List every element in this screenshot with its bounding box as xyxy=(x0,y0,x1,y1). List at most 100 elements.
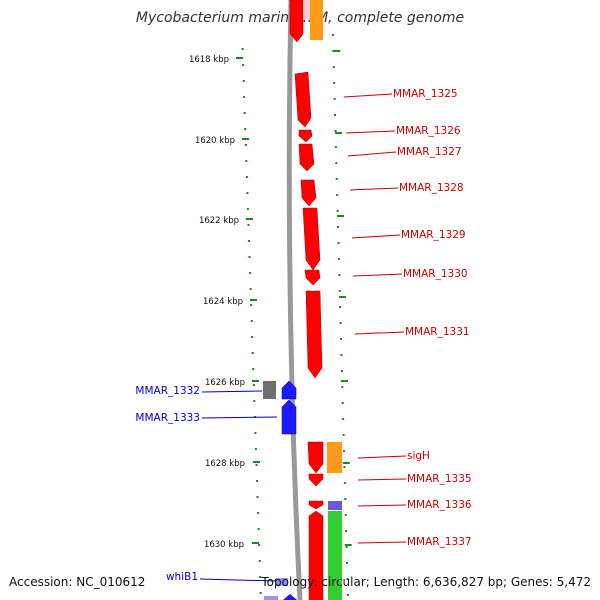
gene-label-whib1[interactable]: whiB1 xyxy=(166,571,198,583)
gene-whib1-bottom-blue[interactable] xyxy=(283,594,297,600)
scale-label-1628: 1628 kbp xyxy=(205,459,245,469)
tick-dot-right xyxy=(340,338,342,340)
tick-dot-left xyxy=(254,448,257,450)
tick-mark-right xyxy=(340,380,348,382)
leader-mmar-1331 xyxy=(354,331,405,335)
tick-dot-right xyxy=(337,242,340,244)
summary-text: Topology: circular; Length: 6,636,827 bp… xyxy=(261,575,591,589)
tick-dot-right xyxy=(336,210,339,212)
tick-dot-right xyxy=(331,34,334,36)
leader-mmar-1326 xyxy=(345,130,396,134)
gene-label-mmar-1327[interactable]: MMAR_1327 xyxy=(397,146,462,158)
tick-dot-left xyxy=(244,128,247,130)
tick-dot-left xyxy=(248,256,251,258)
tick-dot-right xyxy=(338,274,341,276)
tick-dot-left xyxy=(241,48,244,50)
gene-mmar-1328[interactable] xyxy=(300,179,317,207)
gene-label-mmar-1330[interactable]: MMAR_1330 xyxy=(403,268,468,280)
scale-mark-1630 xyxy=(252,542,259,544)
tick-dot-left xyxy=(245,176,248,178)
tick-mark-right xyxy=(335,132,343,134)
gene-mmar-1335[interactable] xyxy=(308,473,324,487)
gene-mmar-1330[interactable] xyxy=(304,269,321,286)
tick-mark-right xyxy=(344,544,352,546)
leader-mmar-1327 xyxy=(347,151,397,157)
tick-dot-right xyxy=(341,402,344,404)
tick-dot-left xyxy=(250,304,253,306)
gene-label-sigh[interactable]: sigH xyxy=(407,450,430,462)
tick-dot-right xyxy=(336,194,339,196)
gene-label-mmar-1333[interactable]: MMAR_1333 xyxy=(135,412,200,424)
leader-mmar-1325 xyxy=(343,93,393,98)
tick-dot-right xyxy=(334,130,337,132)
gene-sigh-red[interactable] xyxy=(307,441,324,474)
tick-dot-right xyxy=(339,322,342,324)
gene-mmar-1332[interactable] xyxy=(281,380,297,400)
tick-dot-left xyxy=(259,576,262,578)
accession-text: Accession: NC_010612 xyxy=(9,575,146,589)
scale-labels: 1618 kbp 1620 kbp 1622 kbp 1624 kbp 1626… xyxy=(189,55,260,550)
tick-mark-right xyxy=(338,296,346,298)
tick-dot-left xyxy=(252,384,255,386)
tick-dot-right xyxy=(342,434,345,436)
tick-dot-left xyxy=(250,320,253,322)
gene-sigh[interactable] xyxy=(327,442,342,473)
tick-dot-right xyxy=(343,482,346,484)
tick-dot-left xyxy=(249,288,252,290)
tick-dot-left xyxy=(256,480,258,482)
tick-dot-right xyxy=(346,594,349,596)
gene-top-orange[interactable] xyxy=(310,0,323,40)
tick-dot-left xyxy=(257,512,260,514)
tick-dot-left xyxy=(246,192,249,194)
gene-mmar-1332-gray[interactable] xyxy=(263,381,276,399)
gene-mmar-1329[interactable] xyxy=(302,207,321,271)
gene-mmar-1327[interactable] xyxy=(298,143,315,172)
leader-mmar-1328 xyxy=(349,187,399,191)
gene-label-mmar-1329[interactable]: MMAR_1329 xyxy=(401,229,466,241)
scale-tick-dots xyxy=(241,34,352,596)
tick-dot-left xyxy=(252,368,255,370)
tick-dot-right xyxy=(333,98,336,100)
gene-label-mmar-1332[interactable]: MMAR_1332 xyxy=(135,385,200,397)
gene-label-mmar-1335[interactable]: MMAR_1335 xyxy=(407,473,472,485)
gene-mmar-1325[interactable] xyxy=(294,71,312,128)
gene-whib1[interactable] xyxy=(276,578,288,586)
tick-dot-right xyxy=(343,466,346,468)
tick-dot-left xyxy=(243,112,246,114)
tick-dot-left xyxy=(258,560,261,562)
tick-dot-right xyxy=(333,82,336,84)
gene-features xyxy=(263,0,342,600)
genome-backbone xyxy=(286,0,303,600)
tick-dot-right xyxy=(345,546,348,548)
gene-whib1-bottom-purple[interactable] xyxy=(264,596,278,600)
gene-label-mmar-1328[interactable]: MMAR_1328 xyxy=(399,182,464,194)
gene-mmar-1326[interactable] xyxy=(298,129,313,143)
gene-label-mmar-1325[interactable]: MMAR_1325 xyxy=(393,88,458,100)
gene-mmar-1333[interactable] xyxy=(281,399,297,435)
tick-dot-right xyxy=(344,514,347,516)
gene-label-mmar-1337[interactable]: MMAR_1337 xyxy=(407,536,472,548)
gene-mmar-1337[interactable] xyxy=(308,510,324,600)
gene-mmar-1337-green[interactable] xyxy=(328,511,342,600)
gene-top-red[interactable] xyxy=(289,0,304,43)
tick-mark-right xyxy=(333,50,341,52)
scale-mark-1620 xyxy=(242,138,249,140)
gene-label-mmar-1331[interactable]: MMAR_1331 xyxy=(405,326,470,338)
tick-dot-right xyxy=(337,258,340,260)
gene-mmar-1336[interactable] xyxy=(328,501,342,510)
gene-mmar-1336-red[interactable] xyxy=(308,500,324,510)
leader-sigh xyxy=(357,455,407,459)
gene-label-leaders xyxy=(199,93,407,582)
scale-label-1630: 1630 kbp xyxy=(204,540,244,550)
leader-mmar-1337 xyxy=(357,541,407,544)
tick-dot-right xyxy=(332,66,335,68)
scale-mark-1626 xyxy=(252,380,259,382)
scale-mark-1628 xyxy=(253,461,260,463)
gene-top-pink[interactable] xyxy=(303,0,310,20)
tick-dot-left xyxy=(255,464,258,466)
tick-dot-left xyxy=(244,144,247,146)
gene-label-mmar-1336[interactable]: MMAR_1336 xyxy=(407,499,472,511)
gene-label-mmar-1326[interactable]: MMAR_1326 xyxy=(396,125,461,137)
gene-mmar-1331[interactable] xyxy=(305,290,323,379)
